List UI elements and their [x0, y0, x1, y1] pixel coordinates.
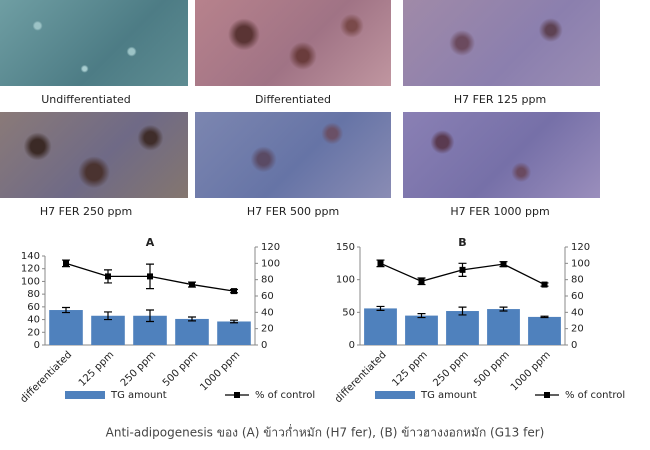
y-tick-label: 0	[349, 340, 355, 351]
x-tick-label: 500 ppm	[472, 349, 511, 388]
micrograph	[195, 0, 391, 86]
y2-tick-label: 60	[261, 291, 274, 302]
y2-tick-label: 80	[261, 275, 274, 286]
bar	[405, 315, 438, 345]
error-bar	[230, 319, 238, 324]
y-tick-label: 140	[21, 251, 40, 262]
y-tick-label: 100	[336, 275, 355, 286]
x-tick-label: 1000 ppm	[509, 349, 553, 393]
x-tick-label: 125 ppm	[390, 349, 429, 388]
y2-tick-label: 40	[571, 307, 584, 318]
legend-swatch	[234, 392, 240, 398]
error-bar	[499, 306, 508, 312]
error-bar	[62, 306, 70, 314]
line-marker	[377, 260, 384, 267]
line-marker	[459, 266, 466, 273]
error-bar	[458, 306, 467, 316]
image-label: H7 FER 500 ppm	[247, 205, 339, 218]
y-tick-label: 100	[21, 276, 40, 287]
legend-label: TG amount	[420, 390, 477, 401]
line-marker	[189, 281, 195, 288]
bar	[487, 309, 520, 345]
x-tick-label: 500 ppm	[161, 349, 200, 388]
image-label: Undifferentiated	[41, 93, 131, 106]
y2-tick-label: 20	[571, 324, 584, 335]
legend-swatch	[544, 392, 550, 398]
y-tick-label: 0	[34, 340, 40, 351]
legend-swatch	[65, 391, 105, 399]
bar	[175, 318, 209, 345]
error-bar	[104, 311, 112, 321]
x-tick-label: 250 ppm	[431, 349, 470, 388]
y-tick-label: 20	[27, 327, 40, 338]
legend-label: % of control	[565, 390, 625, 401]
legend-label: % of control	[255, 390, 315, 401]
y2-tick-label: 60	[571, 291, 584, 302]
bar	[91, 315, 125, 345]
y2-tick-label: 120	[261, 242, 280, 253]
error-bar	[188, 316, 196, 322]
legend-swatch	[375, 391, 415, 399]
line-marker	[105, 273, 111, 280]
y2-tick-label: 100	[571, 258, 590, 269]
line-marker	[541, 281, 548, 288]
micrograph	[0, 0, 188, 86]
line-marker	[231, 288, 237, 295]
line-marker	[500, 261, 507, 268]
error-bar	[146, 309, 154, 323]
image-label: H7 FER 125 ppm	[454, 93, 546, 106]
y-tick-label: 120	[21, 264, 40, 275]
x-tick-label: 250 ppm	[119, 349, 158, 388]
error-bar	[376, 305, 385, 311]
y-tick-label: 50	[342, 307, 355, 318]
caption: Anti-adipogenesis ของ (A) ข้าวก่ำหมัก (H…	[106, 424, 545, 440]
y2-tick-label: 20	[261, 324, 274, 335]
bar	[217, 321, 251, 345]
y-tick-label: 40	[27, 315, 40, 326]
y-tick-label: 60	[27, 302, 40, 313]
chart-title: B	[458, 236, 466, 249]
y2-tick-label: 80	[571, 275, 584, 286]
micrograph	[403, 0, 600, 86]
x-tick-label: 125 ppm	[77, 349, 116, 388]
y-tick-label: 150	[336, 242, 355, 253]
y2-tick-label: 40	[261, 307, 274, 318]
x-tick-label: 1000 ppm	[198, 349, 242, 393]
error-bar	[417, 313, 426, 319]
image-label: Differentiated	[255, 93, 331, 106]
bar	[446, 311, 479, 345]
micrograph	[403, 112, 600, 198]
y2-tick-label: 0	[571, 340, 577, 351]
y2-tick-label: 0	[261, 340, 267, 351]
micrograph	[195, 112, 391, 198]
legend-label: TG amount	[110, 390, 167, 401]
image-label: H7 FER 250 ppm	[40, 205, 132, 218]
bar	[364, 308, 397, 345]
bar	[49, 310, 83, 345]
line-marker	[418, 278, 425, 285]
line-marker	[147, 273, 153, 280]
y2-tick-label: 100	[261, 258, 280, 269]
chart-title: A	[146, 236, 155, 249]
micrograph	[0, 112, 188, 198]
image-label: H7 FER 1000 ppm	[450, 205, 549, 218]
y-tick-label: 80	[27, 289, 40, 300]
bar	[528, 316, 561, 345]
line-marker	[63, 260, 69, 267]
y2-tick-label: 120	[571, 242, 590, 253]
error-bar	[540, 315, 549, 319]
